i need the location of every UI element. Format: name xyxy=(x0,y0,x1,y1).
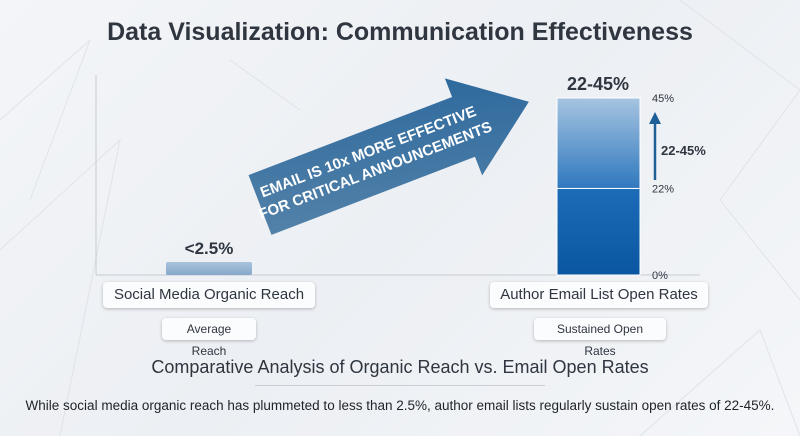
range-arrow-icon xyxy=(649,112,661,180)
bar-value-label-social: <2.5% xyxy=(185,239,234,258)
bar-email-open-rate-base xyxy=(556,187,641,276)
chart-subtitle: Comparative Analysis of Organic Reach vs… xyxy=(151,357,649,377)
y-tick-label-0: 0% xyxy=(652,270,668,282)
chart-title: Data Visualization: Communication Effect… xyxy=(107,18,693,46)
range-annotation-label: 22-45% xyxy=(661,143,706,158)
y-tick-label-22: 22% xyxy=(652,183,674,195)
y-tick-label-45: 45% xyxy=(652,93,674,105)
sublabel-sustained-open-rates: Sustained Open Rates xyxy=(534,318,666,358)
bar-email-open-rate-range xyxy=(556,97,641,189)
subtitle-divider xyxy=(255,385,545,386)
bar-social-media-reach xyxy=(166,262,252,275)
sublabel-average-reach: Average Reach xyxy=(162,318,256,358)
chart-description: While social media organic reach has plu… xyxy=(25,398,775,413)
category-label-social: Social Media Organic Reach xyxy=(103,282,315,308)
effectiveness-arrow: EMAIL IS 10x MORE EFFECTIVE FOR CRITICAL… xyxy=(248,78,529,235)
category-label-email: Author Email List Open Rates xyxy=(490,282,708,308)
bar-value-label-email: 22-45% xyxy=(567,74,629,94)
